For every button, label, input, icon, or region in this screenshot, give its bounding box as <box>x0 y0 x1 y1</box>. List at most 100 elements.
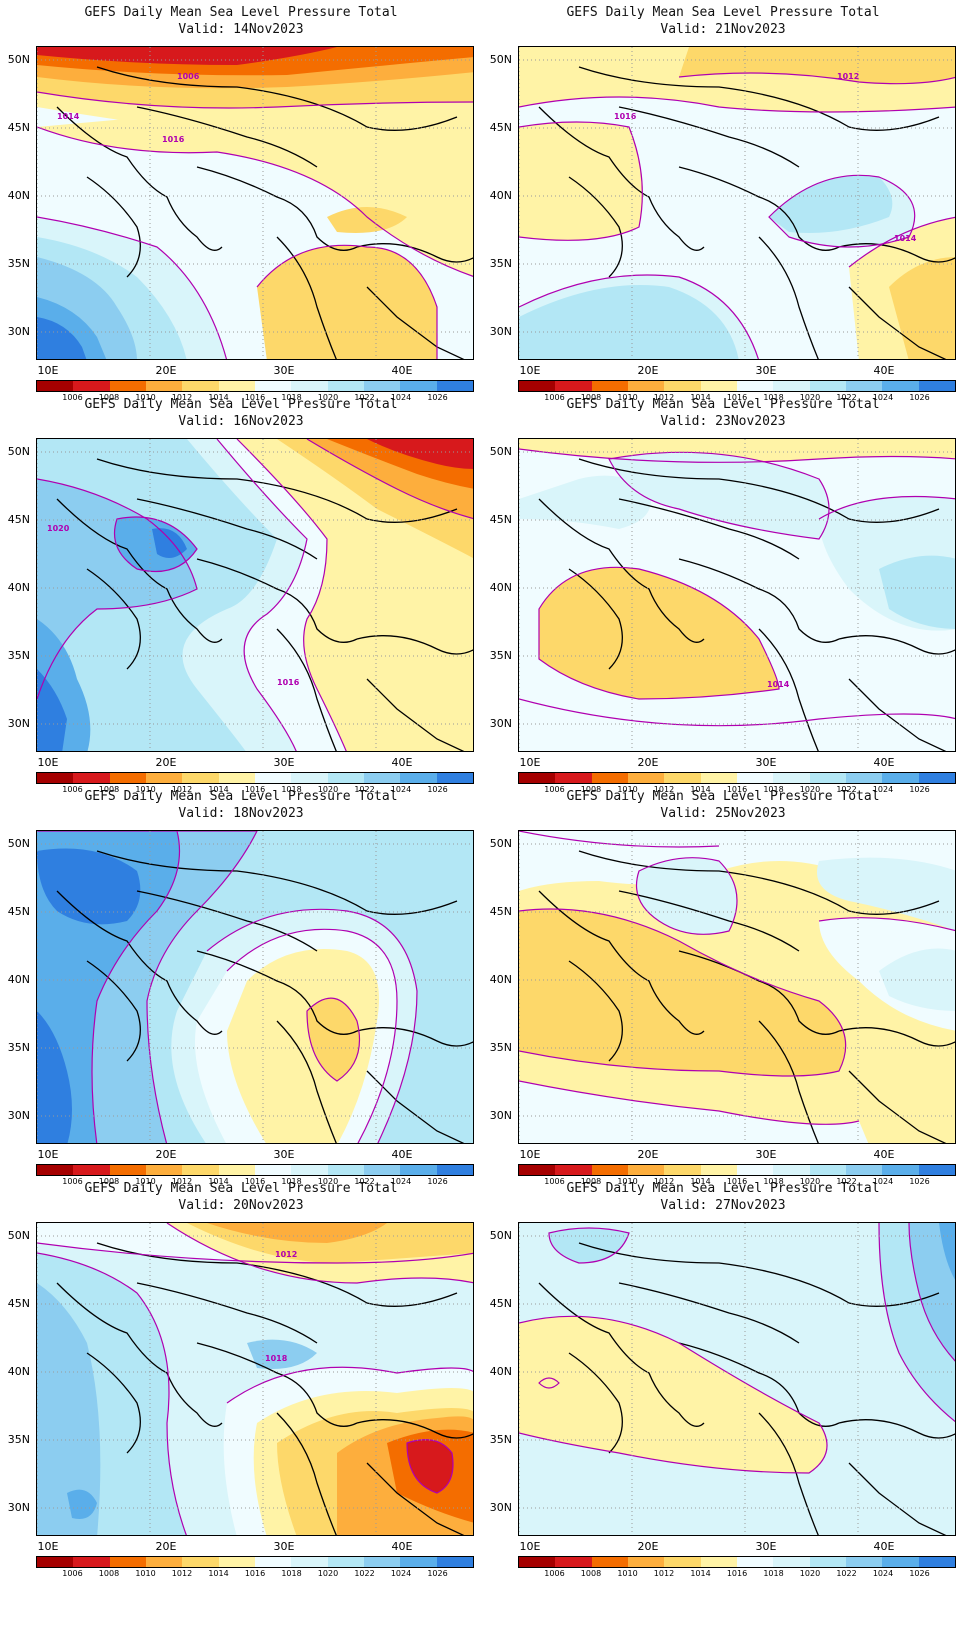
isobar-label: 1014 <box>767 680 790 689</box>
colorbar-swatch <box>700 1165 737 1175</box>
colorbar-tick-label: 1026 <box>427 1569 448 1578</box>
colorbar-swatch <box>918 1557 955 1567</box>
colorbar-tick-label: 1024 <box>872 785 894 794</box>
lat-label: 40N <box>489 189 512 202</box>
colorbar-swatch <box>773 1557 810 1567</box>
lat-label: 45N <box>489 905 512 918</box>
colorbar-swatch <box>363 1165 401 1175</box>
colorbar-tick-label: 1020 <box>799 785 821 794</box>
lat-label: 35N <box>7 649 30 662</box>
colorbar-tick-label: 1012 <box>653 1569 675 1578</box>
colorbar-swatch <box>882 773 919 783</box>
colorbar <box>36 772 474 784</box>
colorbar-swatch <box>773 381 810 391</box>
colorbar-tick-label: 1006 <box>62 393 83 402</box>
colorbar-tick-label: 1026 <box>909 1177 930 1186</box>
pressure-map <box>36 830 474 1144</box>
colorbar-swatch <box>109 1165 146 1175</box>
lat-label: 40N <box>489 581 512 594</box>
lon-label: 40E <box>873 756 895 769</box>
lat-label: 50N <box>489 445 512 458</box>
lat-label: 50N <box>489 837 512 850</box>
lat-label: 30N <box>7 717 30 730</box>
colorbar-tick-label: 1020 <box>317 393 339 402</box>
colorbar-swatch <box>109 773 146 783</box>
lon-label: 10E <box>519 756 541 769</box>
colorbar-swatch <box>591 773 628 783</box>
colorbar-swatch <box>254 773 292 783</box>
colorbar-tick-label: 1018 <box>763 393 784 402</box>
colorbar-swatch <box>291 1557 328 1567</box>
colorbar-tick-label: 1026 <box>909 1569 930 1578</box>
lon-label: 30E <box>755 364 777 377</box>
lon-label: 20E <box>155 756 177 769</box>
colorbar-tick-label: 1010 <box>135 785 156 794</box>
colorbar-swatch <box>37 381 74 391</box>
colorbar-tick-label: 1010 <box>135 1569 156 1578</box>
lat-label: 50N <box>7 53 30 66</box>
colorbar-swatch <box>736 1165 774 1175</box>
panel-21nov: GEFS Daily Mean Sea Level Pressure Total… <box>482 0 964 410</box>
colorbar-tick-label: 1020 <box>317 1177 339 1186</box>
panel-14nov: GEFS Daily Mean Sea Level Pressure Total… <box>0 0 482 410</box>
colorbar-tick-label: 1006 <box>544 393 565 402</box>
panel-title: GEFS Daily Mean Sea Level Pressure Total <box>566 397 880 412</box>
lat-label: 35N <box>489 257 512 270</box>
colorbar-tick-label: 1026 <box>427 1177 448 1186</box>
colorbar-swatch <box>436 773 473 783</box>
isobar-label: 1016 <box>162 135 185 144</box>
panel-valid-date: Valid: 23Nov2023 <box>660 414 786 429</box>
colorbar-swatch <box>627 773 665 783</box>
colorbar-swatch <box>37 773 74 783</box>
colorbar-swatch <box>519 1165 556 1175</box>
lat-label: 45N <box>7 513 30 526</box>
colorbar-swatch <box>37 1557 74 1567</box>
lat-label: 35N <box>489 649 512 662</box>
colorbar-swatch <box>809 1557 846 1567</box>
isobar-label: 1012 <box>837 72 859 81</box>
colorbar-tick-label: 1020 <box>799 1177 821 1186</box>
colorbar-tick-label: 1018 <box>763 1177 784 1186</box>
lat-label: 30N <box>7 1109 30 1122</box>
lat-label: 30N <box>489 325 512 338</box>
lon-label: 30E <box>273 756 295 769</box>
colorbar-tick-label: 1012 <box>171 1569 193 1578</box>
lon-label: 40E <box>391 364 413 377</box>
colorbar-tick-label: 1018 <box>281 393 302 402</box>
colorbar-tick-label: 1016 <box>726 393 748 402</box>
panel-title: GEFS Daily Mean Sea Level Pressure Total <box>84 789 398 804</box>
lat-label: 40N <box>7 1365 30 1378</box>
lon-label: 30E <box>273 1148 295 1161</box>
colorbar-swatch <box>291 381 328 391</box>
panel-title: GEFS Daily Mean Sea Level Pressure Total <box>566 5 880 20</box>
colorbar-swatch <box>182 1557 219 1567</box>
colorbar-swatch <box>182 381 219 391</box>
colorbar-tick-label: 1006 <box>544 785 565 794</box>
colorbar-swatch <box>436 1165 473 1175</box>
lat-label: 45N <box>489 1297 512 1310</box>
lon-label: 10E <box>37 1148 59 1161</box>
grid-lines <box>519 47 955 359</box>
panel-valid-date: Valid: 21Nov2023 <box>660 22 786 37</box>
colorbar-swatch <box>773 1165 810 1175</box>
colorbar-tick-label: 1022 <box>354 785 375 794</box>
colorbar-tick-label: 1010 <box>617 1177 638 1186</box>
lat-label: 30N <box>7 325 30 338</box>
colorbar-tick-label: 1016 <box>726 1569 748 1578</box>
panel-title: GEFS Daily Mean Sea Level Pressure Total <box>84 5 398 20</box>
colorbar-swatch <box>363 773 401 783</box>
colorbar-tick-label: 1014 <box>208 1177 229 1186</box>
lon-label: 20E <box>155 1148 177 1161</box>
colorbar-tick-label: 1012 <box>653 393 675 402</box>
panel-16nov: GEFS Daily Mean Sea Level Pressure Total… <box>0 392 482 802</box>
lat-label: 35N <box>489 1041 512 1054</box>
colorbar-tick-label: 1020 <box>317 1569 339 1578</box>
colorbar-swatch <box>664 1165 701 1175</box>
isobar-label: 1006 <box>177 72 200 81</box>
isobar-label: 1014 <box>894 234 917 243</box>
colorbar-tick-label: 1020 <box>799 1569 821 1578</box>
lon-label: 40E <box>391 756 413 769</box>
colorbar-tick-label: 1014 <box>690 785 711 794</box>
colorbar-tick-label: 1010 <box>135 393 156 402</box>
colorbar-swatch <box>773 773 810 783</box>
